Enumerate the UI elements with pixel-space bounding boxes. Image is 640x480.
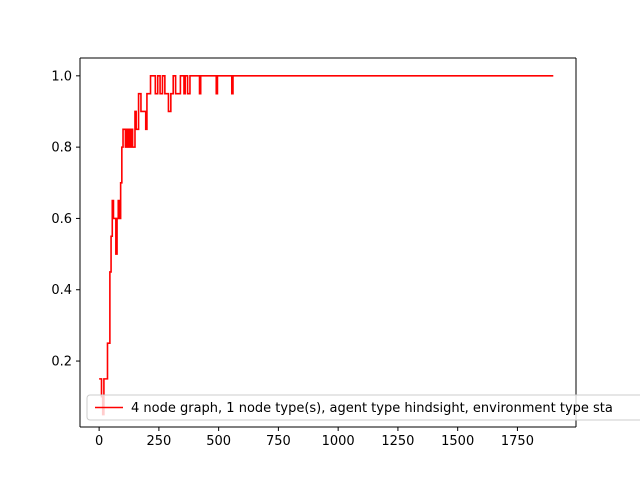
x-tick-label: 500 bbox=[206, 434, 231, 449]
x-tick-label: 1250 bbox=[381, 434, 414, 449]
x-tick-label: 1000 bbox=[322, 434, 355, 449]
y-tick-label: 0.2 bbox=[51, 355, 72, 370]
axes: 0 250 500 750 1000 1250 1500 1750 0.2 0.4 0.6 0.8 1.… bbox=[51, 57, 577, 449]
x-tick-label: 1750 bbox=[501, 434, 534, 449]
x-tick-label: 1500 bbox=[441, 434, 474, 449]
x-tick-label: 0 bbox=[95, 434, 103, 449]
plot-area bbox=[99, 75, 554, 416]
series-line-0 bbox=[99, 75, 554, 416]
x-tick-label: 750 bbox=[266, 434, 291, 449]
y-tick-label: 1.0 bbox=[51, 69, 72, 84]
legend-box bbox=[86, 394, 640, 421]
legend-label: 4 node graph, 1 node type(s), agent type… bbox=[131, 401, 613, 416]
legend: 4 node graph, 1 node type(s), agent type… bbox=[86, 394, 640, 421]
y-tick-label: 0.8 bbox=[51, 141, 72, 156]
y-tick-label: 0.6 bbox=[51, 212, 72, 227]
y-tick-label: 0.4 bbox=[51, 283, 72, 298]
x-tick-label: 250 bbox=[146, 434, 171, 449]
